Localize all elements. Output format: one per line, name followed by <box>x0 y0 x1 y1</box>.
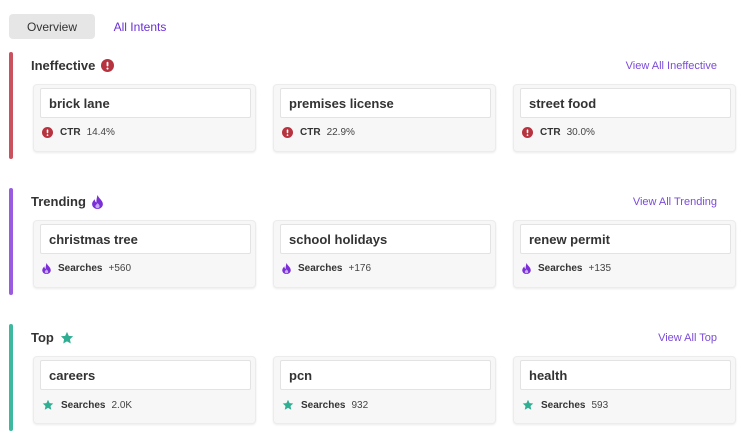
metric-value: 593 <box>591 399 609 411</box>
star-icon <box>522 399 534 411</box>
view-all-top-link[interactable]: View All Top <box>658 332 717 344</box>
trending-card[interactable]: school holidays Searches +176 <box>273 220 496 288</box>
metric-label: Searches <box>301 399 346 411</box>
metric-value: 30.0% <box>566 127 595 138</box>
flame-icon <box>282 263 291 274</box>
search-term: street food <box>520 88 731 118</box>
metric-value: 932 <box>351 399 369 411</box>
metric-label: Searches <box>61 399 106 411</box>
top-card[interactable]: pcn Searches 932 <box>273 356 496 424</box>
metric-value: +135 <box>588 263 612 274</box>
error-icon <box>42 127 53 138</box>
ineffective-header: Ineffective <box>31 58 115 73</box>
ineffective-card[interactable]: street food CTR 30.0% <box>513 84 736 152</box>
trending-card[interactable]: renew permit Searches +135 <box>513 220 736 288</box>
flame-icon <box>92 194 103 209</box>
search-term: pcn <box>280 360 491 390</box>
search-term: renew permit <box>520 224 731 254</box>
tab-all-intents[interactable]: All Intents <box>113 19 167 34</box>
metric-label: Searches <box>538 263 583 274</box>
metric-value: 2.0K <box>111 399 133 411</box>
metric-label: CTR <box>540 127 561 138</box>
ineffective-card[interactable]: brick lane CTR 14.4% <box>33 84 256 152</box>
ineffective-card[interactable]: premises license CTR 22.9% <box>273 84 496 152</box>
top-card[interactable]: careers Searches 2.0K <box>33 356 256 424</box>
trending-card[interactable]: christmas tree Searches +560 <box>33 220 256 288</box>
error-icon <box>101 59 115 72</box>
metric-label: CTR <box>300 127 321 138</box>
search-term: brick lane <box>40 88 251 118</box>
search-term: christmas tree <box>40 224 251 254</box>
tab-overview[interactable]: Overview <box>9 14 95 39</box>
search-term: health <box>520 360 731 390</box>
metric-label: CTR <box>60 127 81 138</box>
top-section: Top View All Top careers Searches 2.0K p… <box>0 324 750 432</box>
searches-metric: Searches 2.0K <box>42 399 132 411</box>
ctr-metric: CTR 14.4% <box>42 127 115 138</box>
trending-header: Trending <box>31 194 103 209</box>
searches-metric: Searches 593 <box>522 399 608 411</box>
trending-section: Trending View All Trending christmas tre… <box>0 188 750 296</box>
star-icon <box>282 399 294 411</box>
top-accent-bar <box>9 324 13 431</box>
search-term: premises license <box>280 88 491 118</box>
error-icon <box>282 127 293 138</box>
view-all-trending-link[interactable]: View All Trending <box>632 196 717 208</box>
searches-metric: Searches +135 <box>522 263 611 274</box>
search-term: careers <box>40 360 251 390</box>
metric-label: Searches <box>58 263 103 274</box>
top-header: Top <box>31 330 74 345</box>
ineffective-section: Ineffective View All Ineffective brick l… <box>0 52 750 160</box>
metric-value: +176 <box>348 263 372 274</box>
star-icon <box>42 399 54 411</box>
ctr-metric: CTR 30.0% <box>522 127 595 138</box>
view-all-ineffective-link[interactable]: View All Ineffective <box>625 60 717 72</box>
metric-value: 14.4% <box>86 127 115 138</box>
ineffective-accent-bar <box>9 52 13 159</box>
metric-label: Searches <box>541 399 586 411</box>
flame-icon <box>42 263 51 274</box>
metric-value: +560 <box>108 263 132 274</box>
section-title: Trending <box>31 194 86 209</box>
star-icon <box>60 331 74 345</box>
section-title: Top <box>31 330 54 345</box>
searches-metric: Searches +176 <box>282 263 371 274</box>
view-tabs: Overview All Intents <box>9 14 185 39</box>
search-term: school holidays <box>280 224 491 254</box>
flame-icon <box>522 263 531 274</box>
top-card[interactable]: health Searches 593 <box>513 356 736 424</box>
section-title: Ineffective <box>31 58 96 73</box>
searches-metric: Searches +560 <box>42 263 131 274</box>
trending-accent-bar <box>9 188 13 295</box>
searches-metric: Searches 932 <box>282 399 368 411</box>
ctr-metric: CTR 22.9% <box>282 127 355 138</box>
error-icon <box>522 127 533 138</box>
metric-value: 22.9% <box>326 127 355 138</box>
metric-label: Searches <box>298 263 343 274</box>
